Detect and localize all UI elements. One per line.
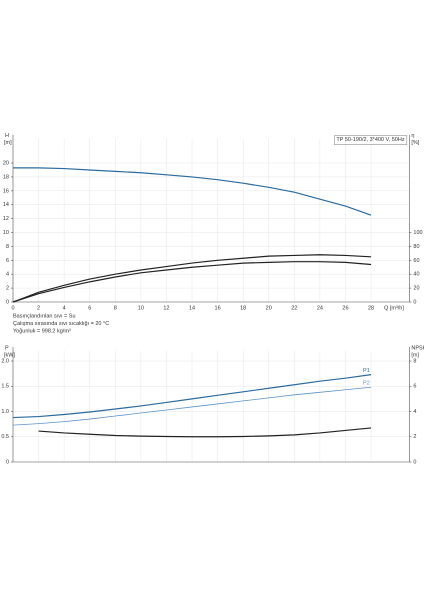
y-axis-unit: [kW] xyxy=(4,352,15,358)
x-axis-label: Q [m³/h] xyxy=(384,305,404,311)
y-tick-label: 0.5 xyxy=(1,434,9,440)
x-tick-label: 22 xyxy=(291,305,297,311)
y-tick-label: 2.0 xyxy=(1,358,9,364)
x-tick-label: 8 xyxy=(114,305,117,311)
annotation: Yoğunluk = 998.2 kg/m³ xyxy=(13,329,71,335)
y2-tick-label: 40 xyxy=(413,272,419,278)
x-tick-label: 4 xyxy=(63,305,66,311)
y-axis-label: P xyxy=(5,345,9,351)
y-axis-label: H xyxy=(5,133,9,139)
y2-axis-label: NPSH xyxy=(411,345,424,351)
y-tick-label: 12 xyxy=(3,216,9,222)
x-tick-label: 10 xyxy=(138,305,144,311)
y-tick-label: 0 xyxy=(6,299,9,305)
x-tick-label: 24 xyxy=(317,305,323,311)
series-line xyxy=(12,261,372,303)
y2-tick-label: 0 xyxy=(413,299,416,305)
series-label: P1 xyxy=(363,368,370,374)
y2-tick-label: 4 xyxy=(413,409,416,415)
y-tick-label: 2 xyxy=(6,286,9,292)
x-tick-label: 20 xyxy=(266,305,272,311)
y2-axis-unit: [m] xyxy=(411,352,419,358)
chart-title: TP 50-190/2, 3*400 V, 50Hz xyxy=(336,137,404,143)
y2-tick-label: 8 xyxy=(413,358,416,364)
x-tick-label: 28 xyxy=(368,305,374,311)
y-tick-label: 8 xyxy=(6,244,9,250)
title-box xyxy=(334,135,408,145)
y2-tick-label: 80 xyxy=(413,244,419,250)
y-tick-label: 6 xyxy=(6,258,9,264)
series-line xyxy=(13,167,372,216)
y-tick-label: 0 xyxy=(6,459,9,465)
y2-tick-label: 6 xyxy=(413,384,416,390)
y-tick-label: 16 xyxy=(3,188,9,194)
series-line xyxy=(12,254,372,303)
x-tick-label: 2 xyxy=(37,305,40,311)
series-line xyxy=(12,386,372,426)
y-tick-label: 10 xyxy=(3,230,9,236)
x-tick-label: 12 xyxy=(163,305,169,311)
x-tick-label: 0 xyxy=(11,305,14,311)
x-tick-label: 6 xyxy=(88,305,91,311)
y-tick-label: 20 xyxy=(3,160,9,166)
annotation: Çalışma sırasında sıvı sıcaklığı = 20 °C xyxy=(13,321,109,327)
x-tick-label: 18 xyxy=(240,305,246,311)
y2-tick-label: 20 xyxy=(413,286,419,292)
y-tick-label: 14 xyxy=(3,202,9,208)
y2-tick-label: 2 xyxy=(413,434,416,440)
series-line xyxy=(12,374,372,419)
y-tick-label: 1.5 xyxy=(1,384,9,390)
y-tick-label: 1.0 xyxy=(1,409,9,415)
series-label: P2 xyxy=(363,381,370,387)
y2-tick-label: 0 xyxy=(413,459,416,465)
series-line xyxy=(38,427,372,438)
y2-tick-label: 60 xyxy=(413,258,419,264)
y-tick-label: 4 xyxy=(6,272,9,278)
annotation: Basınçlandırılan sıvı = Su xyxy=(13,313,76,319)
x-tick-label: 26 xyxy=(342,305,348,311)
x-tick-label: 16 xyxy=(215,305,221,311)
y2-tick-label: 100 xyxy=(413,230,422,236)
x-tick-label: 14 xyxy=(189,305,195,311)
y2-axis-label: η xyxy=(411,133,414,139)
y-tick-label: 18 xyxy=(3,174,9,180)
y-axis-unit: [m] xyxy=(4,140,12,146)
y2-axis-unit: [%] xyxy=(411,140,419,146)
